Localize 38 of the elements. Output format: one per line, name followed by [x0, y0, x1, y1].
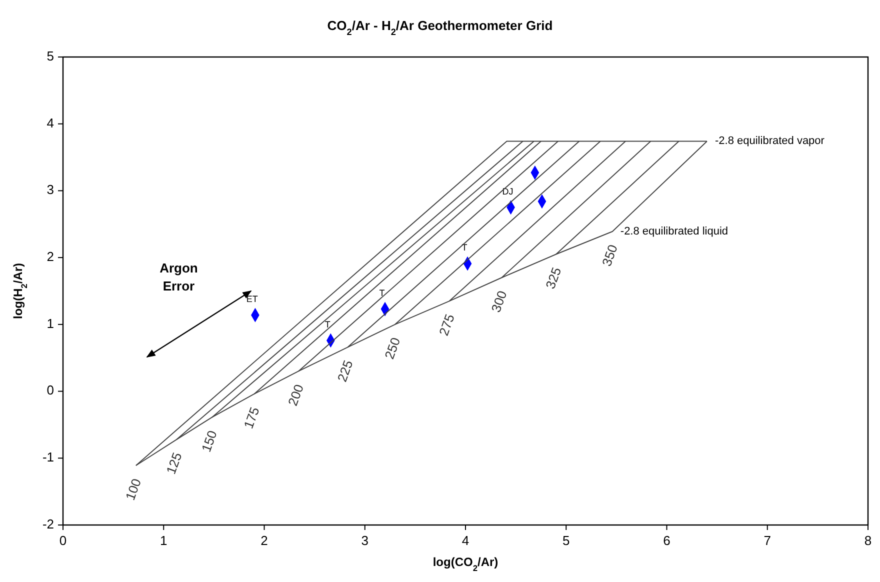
- x-tick-label: 8: [864, 533, 872, 548]
- y-tick-label: 3: [46, 182, 54, 198]
- y-tick-label: -1: [42, 450, 54, 465]
- text: 275: [436, 312, 458, 338]
- text: 325: [542, 265, 564, 291]
- y-tick-label: 4: [46, 115, 54, 130]
- data-label: T: [462, 242, 468, 253]
- y-tick-label: -2: [42, 516, 54, 532]
- text: 300: [488, 288, 510, 314]
- data-label: T: [379, 288, 386, 298]
- text: 100: [122, 476, 144, 502]
- x-tick-label: 6: [663, 533, 670, 548]
- annotation: -2.8 equilibrated vapor: [715, 135, 825, 148]
- annotation: -2.8 equilibrated liquid: [620, 225, 728, 238]
- x-tick-label: 2: [260, 533, 268, 548]
- text: 200: [284, 382, 307, 408]
- y-tick-label: 0: [46, 382, 54, 398]
- text: 125: [163, 450, 185, 476]
- chart-title: CO$_{2}$/Ar - H$_{2}$/Ar Geothermometer Grid: [327, 18, 553, 37]
- x-tick-label: 0: [59, 533, 67, 548]
- x-tick-label: 3: [361, 533, 368, 548]
- x-tick-label: 5: [562, 533, 570, 548]
- x-tick-label: 4: [462, 533, 470, 548]
- text: 150: [198, 428, 220, 454]
- data-label: T: [324, 319, 331, 330]
- data-label: DJ: [502, 186, 514, 196]
- y-tick-label: 2: [46, 249, 54, 264]
- x-tick-label: 7: [764, 533, 771, 548]
- y-tick-label: 1: [46, 316, 54, 331]
- y-tick-label: 5: [46, 48, 54, 64]
- text: 225: [334, 358, 356, 384]
- text: 250: [382, 336, 404, 362]
- x-tick-label: 1: [160, 533, 168, 548]
- annotation: Argon Error: [160, 260, 198, 294]
- x-axis-title: log(CO$_{2}$/Ar): [432, 555, 498, 573]
- text: 175: [240, 405, 262, 431]
- data-label: ET: [246, 294, 258, 304]
- text: 350: [598, 242, 620, 268]
